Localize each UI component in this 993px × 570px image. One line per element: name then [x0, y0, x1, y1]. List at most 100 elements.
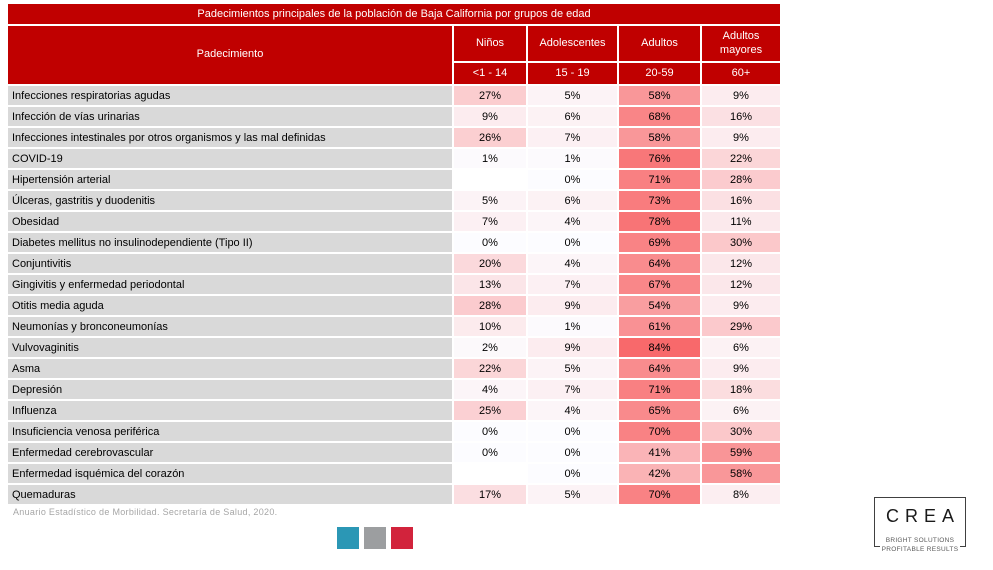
row-label: Influenza [8, 401, 452, 420]
value-cell: 58% [619, 128, 700, 147]
row-label: Insuficiencia venosa periférica [8, 422, 452, 441]
source-note: Anuario Estadístico de Morbilidad. Secre… [13, 507, 278, 517]
value-cell: 27% [454, 86, 526, 105]
value-cell: 2% [454, 338, 526, 357]
value-cell: 12% [702, 254, 780, 273]
row-label: Infecciones respiratorias agudas [8, 86, 452, 105]
value-cell: 22% [454, 359, 526, 378]
value-cell: 30% [702, 422, 780, 441]
value-cell: 28% [702, 170, 780, 189]
crea-logo-name: CREA [885, 506, 960, 526]
column-header-ninos: Niños [454, 26, 526, 61]
value-cell: 9% [528, 296, 617, 315]
value-cell: 9% [702, 128, 780, 147]
footer-squares [337, 527, 413, 549]
row-label: Infecciones intestinales por otros organ… [8, 128, 452, 147]
row-label: Otitis media aguda [8, 296, 452, 315]
value-cell: 5% [528, 485, 617, 504]
value-cell: 28% [454, 296, 526, 315]
value-cell: 4% [528, 254, 617, 273]
row-label: Infección de vías urinarias [8, 107, 452, 126]
row-label: Neumonías y bronconeumonías [8, 317, 452, 336]
value-cell: 22% [702, 149, 780, 168]
value-cell [454, 464, 526, 483]
value-cell: 6% [702, 401, 780, 420]
row-label: COVID-19 [8, 149, 452, 168]
value-cell: 68% [619, 107, 700, 126]
value-cell: 17% [454, 485, 526, 504]
value-cell: 67% [619, 275, 700, 294]
value-cell: 8% [702, 485, 780, 504]
value-cell: 42% [619, 464, 700, 483]
column-header-adolescentes: Adolescentes [528, 26, 617, 61]
age-range-ninos: <1 - 14 [454, 63, 526, 84]
value-cell: 78% [619, 212, 700, 231]
gray-square [364, 527, 386, 549]
value-cell: 7% [528, 128, 617, 147]
value-cell: 9% [702, 86, 780, 105]
column-header-padecimiento: Padecimiento [8, 26, 452, 84]
table-title: Padecimientos principales de la població… [8, 4, 780, 24]
value-cell: 71% [619, 170, 700, 189]
age-range-adultos: 20-59 [619, 63, 700, 84]
value-cell [454, 170, 526, 189]
value-cell: 30% [702, 233, 780, 252]
row-label: Úlceras, gastritis y duodenitis [8, 191, 452, 210]
value-cell: 1% [528, 317, 617, 336]
value-cell: 18% [702, 380, 780, 399]
row-label: Obesidad [8, 212, 452, 231]
value-cell: 16% [702, 191, 780, 210]
value-cell: 64% [619, 254, 700, 273]
teal-square [337, 527, 359, 549]
value-cell: 65% [619, 401, 700, 420]
value-cell: 0% [528, 170, 617, 189]
value-cell: 59% [702, 443, 780, 462]
age-range-adultos-mayores: 60+ [702, 63, 780, 84]
value-cell: 71% [619, 380, 700, 399]
value-cell: 25% [454, 401, 526, 420]
crea-tagline-1: BRIGHT SOLUTIONS [885, 536, 955, 544]
value-cell: 0% [528, 443, 617, 462]
value-cell: 5% [528, 359, 617, 378]
value-cell: 73% [619, 191, 700, 210]
value-cell: 26% [454, 128, 526, 147]
value-cell: 5% [454, 191, 526, 210]
value-cell: 6% [528, 191, 617, 210]
value-cell: 61% [619, 317, 700, 336]
row-label: Diabetes mellitus no insulinodependiente… [8, 233, 452, 252]
value-cell: 58% [702, 464, 780, 483]
value-cell: 7% [528, 380, 617, 399]
value-cell: 54% [619, 296, 700, 315]
value-cell: 69% [619, 233, 700, 252]
value-cell: 84% [619, 338, 700, 357]
value-cell: 10% [454, 317, 526, 336]
value-cell: 4% [454, 380, 526, 399]
table-body: Infecciones respiratorias agudas 27% 5% 58%… [8, 86, 780, 504]
value-cell: 7% [528, 275, 617, 294]
value-cell: 41% [619, 443, 700, 462]
table-header: Padecimiento Niños Adolescentes Adultos … [8, 26, 780, 84]
value-cell: 29% [702, 317, 780, 336]
value-cell: 7% [454, 212, 526, 231]
value-cell: 9% [702, 296, 780, 315]
value-cell: 70% [619, 485, 700, 504]
value-cell: 0% [528, 233, 617, 252]
value-cell: 0% [454, 443, 526, 462]
value-cell: 70% [619, 422, 700, 441]
column-header-adultos-mayores: Adultos mayores [702, 26, 780, 61]
value-cell: 11% [702, 212, 780, 231]
row-label: Conjuntivitis [8, 254, 452, 273]
value-cell: 1% [454, 149, 526, 168]
value-cell: 6% [702, 338, 780, 357]
value-cell: 9% [702, 359, 780, 378]
value-cell: 0% [454, 233, 526, 252]
row-label: Enfermedad isquémica del corazón [8, 464, 452, 483]
value-cell: 1% [528, 149, 617, 168]
value-cell: 58% [619, 86, 700, 105]
value-cell: 12% [702, 275, 780, 294]
crea-logo-taglines: BRIGHT SOLUTIONS PROFITABLE RESULTS [880, 535, 960, 555]
value-cell: 64% [619, 359, 700, 378]
row-label: Hipertensión arterial [8, 170, 452, 189]
value-cell: 9% [454, 107, 526, 126]
value-cell: 13% [454, 275, 526, 294]
